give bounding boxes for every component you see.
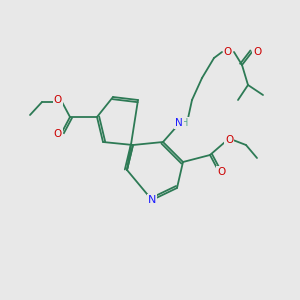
Text: O: O	[54, 95, 62, 105]
Text: O: O	[217, 167, 225, 177]
Text: O: O	[54, 129, 62, 139]
Text: O: O	[253, 47, 261, 57]
Text: H: H	[181, 118, 189, 128]
Text: N: N	[148, 195, 156, 205]
Text: O: O	[225, 135, 233, 145]
Text: N: N	[175, 118, 183, 128]
Text: O: O	[224, 47, 232, 57]
